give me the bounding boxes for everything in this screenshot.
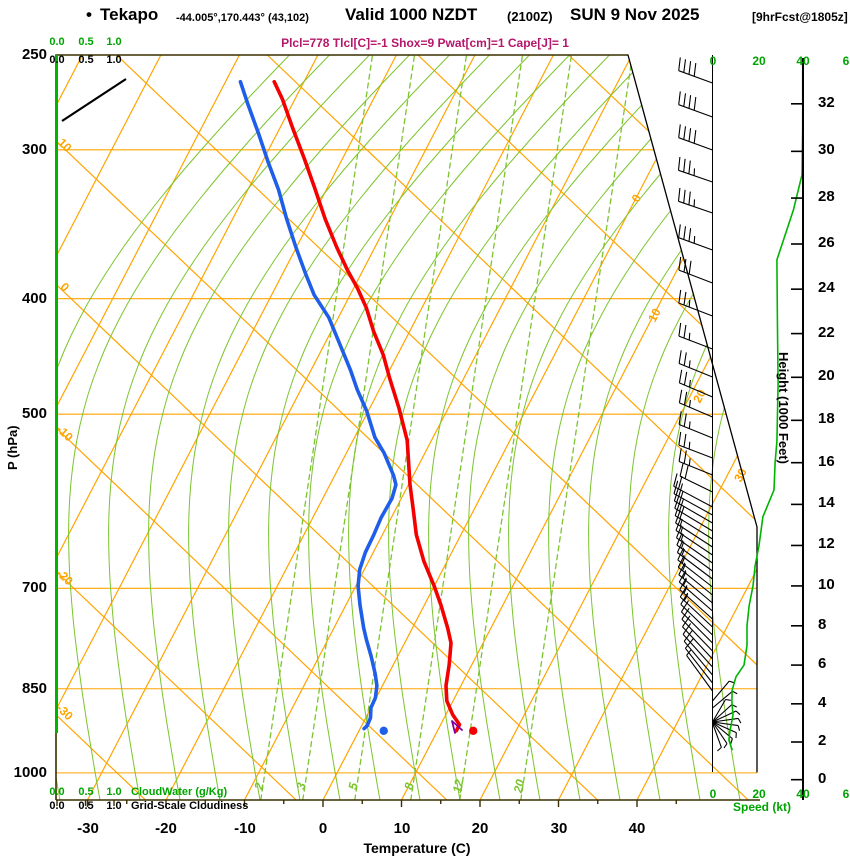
- height-tick-24: 24: [818, 279, 835, 296]
- temperature-axis-label: Temperature (C): [363, 840, 471, 856]
- cloudiness-axis-label: Grid-Scale Cloudiness: [131, 800, 249, 812]
- height-tick-28: 28: [818, 188, 835, 205]
- speed-tick-bottom-0: 0: [709, 787, 717, 801]
- temperature-curve: [272, 79, 462, 733]
- title-bullet: •: [86, 5, 92, 24]
- cloudiness-scale-top-05: 0.5: [78, 54, 94, 66]
- stability-indices: Plcl=778 Tlcl[C]=-1 Shox=9 Pwat[cm]=1 Ca…: [281, 36, 569, 50]
- height-tick-32: 32: [818, 94, 835, 111]
- speed-tick-bottom-20: 20: [752, 787, 766, 801]
- speed-tick-top-20: 20: [752, 54, 766, 68]
- height-tick-14: 14: [818, 494, 835, 511]
- cloudwater-scale-bot-05: 0.5: [78, 786, 94, 798]
- cloudiness-scale-top-1: 1.0: [106, 54, 122, 66]
- speed-tick-bottom-6: 6: [842, 787, 850, 801]
- station-coords: -44.005°,170.443° (43,102): [176, 12, 309, 24]
- cloudiness-scale-bot-05: 0.5: [78, 800, 94, 812]
- speed-tick-bottom-40: 40: [796, 787, 810, 801]
- height-tick-16: 16: [818, 453, 835, 470]
- cloudiness-scale-bot-0: 0.0: [49, 800, 65, 812]
- pressure-axis-label: P (hPa): [5, 425, 20, 470]
- cloudiness-scale-top-0: 0.0: [49, 54, 65, 66]
- pressure-tick-250: 250: [21, 46, 47, 63]
- speed-tick-top-40: 40: [796, 54, 810, 68]
- height-tick-30: 30: [818, 141, 835, 158]
- temperature-tick-30: 30: [550, 820, 568, 837]
- plot-frame: [55, 54, 760, 807]
- svg-text:10: 10: [55, 135, 75, 155]
- pressure-tick-300: 300: [21, 141, 47, 158]
- surface-temperature-dot: [469, 726, 478, 736]
- svg-text:30: 30: [731, 466, 750, 485]
- wind-speed-curve: [728, 64, 804, 751]
- temperature-tick-20: 20: [471, 820, 489, 837]
- station-name: Tekapo: [100, 5, 159, 24]
- pressure-tick-1000: 1000: [13, 764, 47, 781]
- svg-text:3: 3: [294, 781, 309, 791]
- forecast-run: [9hrFcst@1805z]: [752, 10, 848, 24]
- surface-dewpoint-dot: [379, 726, 388, 736]
- valid-time: Valid 1000 NZDT: [345, 5, 478, 24]
- temperature-tick--10: -10: [234, 820, 256, 837]
- valid-date: SUN 9 Nov 2025: [570, 5, 700, 24]
- temperature-tick-0: 0: [318, 820, 328, 837]
- svg-text:0: 0: [629, 192, 645, 205]
- height-tick-18: 18: [818, 410, 835, 427]
- svg-text:2: 2: [251, 781, 266, 792]
- height-tick-6: 6: [818, 655, 827, 672]
- cloudwater-scale-top-05: 0.5: [78, 36, 94, 48]
- pressure-tick-700: 700: [21, 579, 47, 596]
- svg-text:20: 20: [511, 778, 528, 795]
- pressure-tick-500: 500: [21, 405, 47, 422]
- cloudwater-scale-top-1: 1.0: [106, 36, 122, 48]
- height-tick-22: 22: [818, 324, 835, 341]
- temperature-tick--30: -30: [77, 820, 99, 837]
- height-tick-8: 8: [818, 616, 827, 633]
- temperature-tick-10: 10: [393, 820, 411, 837]
- skewt-grid: [56, 55, 757, 800]
- zulu-time: (2100Z): [507, 9, 553, 24]
- speed-tick-top-0: 0: [709, 54, 717, 68]
- svg-text:10: 10: [645, 306, 664, 325]
- speed-tick-top-6: 6: [842, 54, 850, 68]
- temperature-tick-40: 40: [628, 820, 646, 837]
- height-tick-4: 4: [818, 694, 827, 711]
- cloudwater-scale-top-0: 0.0: [49, 36, 65, 48]
- pressure-tick-850: 850: [21, 680, 47, 697]
- svg-text:20: 20: [690, 387, 709, 406]
- height-tick-0: 0: [818, 770, 827, 787]
- cloudwater-scale-bot-0: 0.0: [49, 786, 65, 798]
- cloudwater-axis-label: CloudWater (g/Kg): [131, 786, 228, 798]
- wind-barbs: [673, 55, 742, 772]
- temperature-tick--20: -20: [155, 820, 177, 837]
- cloudiness-scale-bot-1: 1.0: [106, 800, 122, 812]
- svg-text:5: 5: [346, 781, 361, 791]
- pressure-tick-400: 400: [21, 290, 47, 307]
- height-axis: [791, 58, 804, 800]
- svg-text:12: 12: [450, 778, 467, 794]
- height-tick-10: 10: [818, 576, 835, 593]
- parcel-path: [451, 720, 463, 734]
- svg-text:8: 8: [402, 781, 417, 791]
- height-tick-12: 12: [818, 535, 835, 552]
- dewpoint-curve: [238, 79, 398, 731]
- height-tick-20: 20: [818, 367, 835, 384]
- height-axis-label: Height (1000 Feet): [776, 352, 791, 464]
- height-tick-26: 26: [818, 234, 835, 251]
- cloudwater-scale-bot-1: 1.0: [106, 786, 122, 798]
- height-tick-2: 2: [818, 732, 827, 749]
- speed-axis-label: Speed (kt): [732, 800, 791, 814]
